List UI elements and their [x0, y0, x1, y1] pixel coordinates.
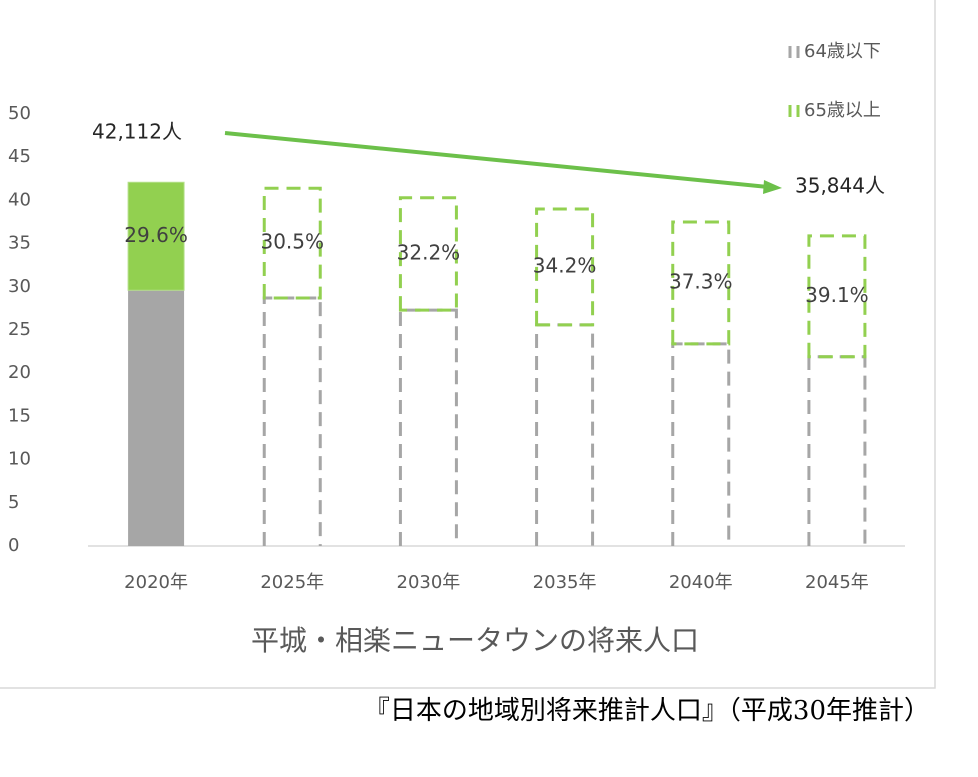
annotation: 42,112人: [92, 120, 182, 144]
y-tick-label: 10: [8, 449, 31, 470]
chart-border: [0, 0, 936, 689]
chart-title: 平城・相楽ニュータウンの将来人口: [251, 624, 699, 657]
bar-segment: [807, 234, 867, 359]
y-tick-label: 30: [8, 276, 31, 297]
bar-segment: [262, 296, 322, 546]
bar-segment: [807, 355, 867, 546]
x-tick-label: 2040年: [669, 572, 733, 593]
bar-segment: [127, 181, 185, 291]
x-tick-label: 2030年: [397, 572, 461, 593]
legend-label: 64歳以下: [804, 41, 881, 62]
x-tick-label: 2035年: [533, 572, 597, 593]
data-label: 37.3%: [669, 269, 733, 293]
y-tick-label: 15: [8, 405, 31, 426]
y-tick-label: 5: [8, 492, 19, 513]
y-tick-label: 50: [8, 103, 31, 124]
legend-swatch: [788, 46, 800, 58]
x-tick-label: 2045年: [805, 572, 869, 593]
data-label: 30.5%: [260, 230, 324, 254]
bar-segment: [535, 323, 595, 546]
data-label: 34.2%: [533, 253, 597, 277]
bar-segment: [535, 207, 595, 327]
y-tick-label: 25: [8, 319, 31, 340]
legend-swatch: [788, 105, 800, 117]
bar-segment: [671, 220, 731, 346]
y-tick-label: 45: [8, 146, 31, 167]
legend-label: 65歳以上: [804, 100, 881, 121]
y-tick-label: 35: [8, 233, 31, 254]
bar-segment: [398, 308, 458, 546]
source: 『日本の地域別将来推計人口』（平成30年推計）: [364, 696, 930, 726]
bar-segment: [262, 186, 322, 300]
arrow-head: [763, 180, 782, 194]
data-label: 39.1%: [805, 283, 869, 307]
x-tick-label: 2025年: [260, 572, 324, 593]
data-label: 29.6%: [124, 223, 188, 247]
y-tick-label: 20: [8, 362, 31, 383]
bar-segment: [671, 342, 731, 546]
y-tick-label: 40: [8, 189, 31, 210]
x-tick-label: 2020年: [124, 572, 188, 593]
data-label: 32.2%: [397, 240, 461, 264]
bar-segment: [128, 290, 185, 546]
trend-arrow: [224, 131, 769, 189]
y-tick-label: 0: [8, 535, 19, 556]
annotation: 35,844人: [795, 174, 885, 198]
bar-segment: [398, 196, 458, 312]
